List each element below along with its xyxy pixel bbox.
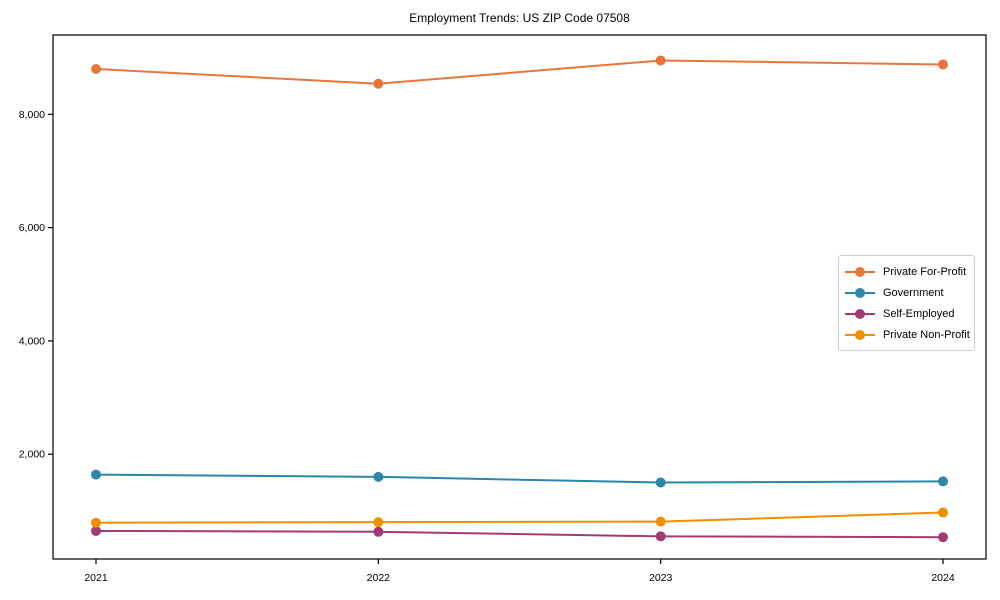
data-point-government-2022 bbox=[373, 471, 384, 482]
x-tick-label: 2023 bbox=[649, 572, 673, 584]
legend-item-government: Government bbox=[845, 282, 966, 303]
legend-item-private-non-profit: Private Non-Profit bbox=[845, 324, 970, 345]
data-point-government-2021 bbox=[91, 469, 101, 480]
data-point-self-employed-2022 bbox=[373, 526, 384, 537]
y-tick-label: 8,000 bbox=[19, 109, 45, 121]
chart-legend: Private For-Profit Government Self-Employe… bbox=[838, 255, 975, 351]
legend-label-self-employed: Self-Employed bbox=[883, 307, 955, 320]
legend-line-dot-icon bbox=[845, 266, 875, 277]
legend-line-dot-icon bbox=[845, 287, 875, 298]
data-point-self-employed-2021 bbox=[91, 525, 101, 536]
y-tick-label: 4,000 bbox=[19, 335, 45, 347]
x-tick-label: 2024 bbox=[931, 572, 955, 584]
x-tick-label: 2022 bbox=[367, 572, 391, 584]
legend-item-private-for-profit: Private For-Profit bbox=[845, 261, 966, 282]
data-point-government-2024 bbox=[938, 476, 948, 487]
data-point-private-for-profit-2023 bbox=[655, 55, 666, 66]
series-line-self-employed bbox=[95, 529, 944, 539]
chart-title: Employment Trends: US ZIP Code 07508 bbox=[409, 11, 630, 25]
x-tick-label: 2021 bbox=[84, 572, 108, 584]
data-point-private-for-profit-2022 bbox=[373, 78, 384, 89]
legend-line-dot-icon bbox=[845, 329, 875, 340]
series-line-private-non-profit bbox=[95, 511, 944, 524]
data-point-private-non-profit-2021 bbox=[91, 517, 101, 528]
legend-item-self-employed: Self-Employed bbox=[845, 303, 966, 324]
data-point-private-non-profit-2023 bbox=[655, 516, 666, 527]
data-point-private-for-profit-2024 bbox=[938, 59, 948, 70]
data-point-private-non-profit-2024 bbox=[938, 507, 948, 518]
series-line-government bbox=[95, 473, 944, 484]
legend-label-private-for-profit: Private For-Profit bbox=[883, 265, 967, 278]
data-point-private-non-profit-2022 bbox=[373, 517, 384, 528]
legend-line-dot-icon bbox=[845, 308, 875, 319]
y-tick-label: 2,000 bbox=[19, 449, 45, 461]
data-point-government-2023 bbox=[655, 477, 666, 488]
y-tick-label: 6,000 bbox=[19, 222, 45, 234]
data-point-self-employed-2023 bbox=[655, 531, 666, 542]
series-line-private-for-profit bbox=[95, 59, 944, 85]
legend-label-government: Government bbox=[883, 286, 944, 299]
axes-frame bbox=[52, 34, 987, 560]
data-point-self-employed-2024 bbox=[938, 532, 948, 543]
data-point-private-for-profit-2021 bbox=[91, 63, 101, 74]
legend-label-private-non-profit: Private Non-Profit bbox=[883, 328, 970, 341]
